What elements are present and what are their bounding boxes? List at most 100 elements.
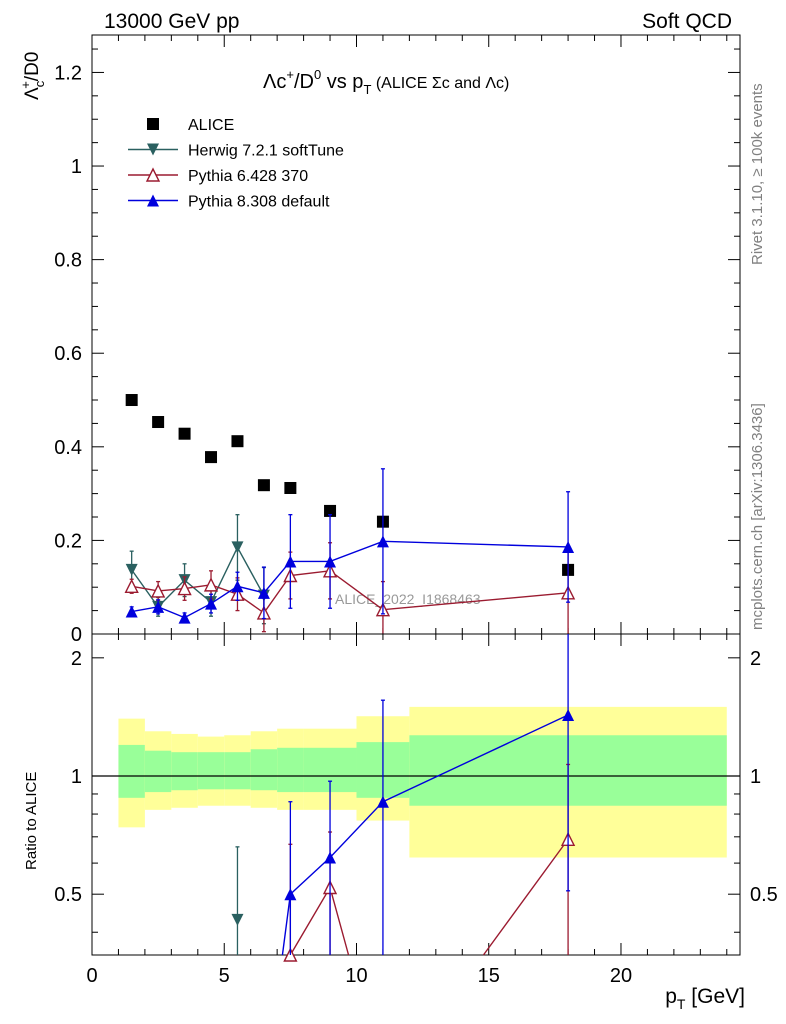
data-point — [205, 597, 218, 610]
inner-uncertainty-band — [224, 752, 251, 790]
x-tick-label: 10 — [345, 965, 367, 987]
main-x-axis — [91, 35, 728, 634]
ratio-y-tick-label-right: 1 — [750, 766, 761, 788]
data-point — [284, 481, 297, 494]
header-energy-label: 13000 GeV pp — [104, 10, 239, 33]
series-line — [131, 540, 569, 619]
ratio-data-point — [376, 795, 389, 808]
legend-entry: Herwig 7.2.1 softTune — [128, 143, 344, 160]
legend-label: Pythia 8.308 default — [188, 194, 330, 211]
xlabel-sub: T — [677, 996, 686, 1012]
ylabel-part: Λ — [22, 87, 43, 100]
data-point — [125, 394, 138, 407]
ratio-plot-frame — [91, 633, 741, 956]
plot-title-part: (ALICE Σc and Λc) — [371, 75, 509, 92]
ratio-y-tick-label: 0.5 — [54, 884, 82, 906]
plot-title-part: /D — [294, 71, 314, 93]
legend-entry: Pythia 8.308 default — [128, 194, 330, 211]
series-pythia-6-428-370 — [124, 542, 576, 634]
series-herwig-7-2-1-softtune — [125, 514, 270, 625]
inner-uncertainty-band — [171, 752, 198, 791]
plot-title-sup: 0 — [314, 67, 321, 82]
mcplots-credit-label: mcplots.cern.ch [arXiv:1306.3436] — [749, 403, 766, 630]
plot-title-part: vs p — [321, 71, 363, 93]
y-tick-label: 0.6 — [54, 343, 82, 365]
ratio-y-tick-label-right: 2 — [750, 648, 761, 670]
main-series-layer — [124, 394, 576, 634]
legend-marker — [147, 118, 159, 130]
inner-uncertainty-band — [118, 744, 145, 798]
data-point — [257, 479, 270, 492]
ratio-series-line — [289, 885, 350, 956]
data-point — [257, 586, 270, 599]
y-tick-label: 1.2 — [54, 62, 82, 84]
x-tick-label: 20 — [610, 965, 632, 987]
ratio-plot-panel: 0.5 0.5 1 1 2 2 0 5 10 15 20 Ratio to ALICE pT [G… — [23, 633, 778, 1012]
x-tick-label: 0 — [86, 965, 97, 987]
data-point — [125, 563, 138, 576]
data-point — [125, 605, 138, 618]
data-point — [231, 435, 244, 448]
data-point — [562, 540, 575, 553]
rivet-version-label: Rivet 3.1.10, ≥ 100k events — [749, 83, 766, 265]
data-point — [178, 611, 191, 624]
y-tick-label: 1 — [71, 156, 82, 178]
ratio-series-pythia-8-308-default — [281, 634, 575, 956]
series-line — [131, 570, 569, 614]
legend-entry: Pythia 6.428 370 — [128, 167, 308, 185]
legend-label: Herwig 7.2.1 softTune — [188, 143, 344, 160]
data-point — [177, 581, 192, 596]
series-pythia-8-308-default — [125, 468, 575, 624]
plot-title-sub: T — [363, 82, 371, 97]
ratio-y-tick-label-right: 0.5 — [750, 884, 778, 906]
legend-label: ALICE — [188, 117, 234, 134]
inner-uncertainty-band — [277, 747, 304, 793]
legend-entry: ALICE — [147, 117, 234, 134]
plot-title-sup: + — [286, 67, 294, 82]
data-point — [231, 580, 244, 593]
header-category-label: Soft QCD — [642, 10, 732, 33]
series-line — [131, 545, 265, 608]
data-point — [284, 555, 297, 568]
data-point — [124, 578, 139, 593]
ylabel-sub: c — [32, 80, 47, 87]
data-point — [324, 504, 337, 517]
ratio-uncertainty-bands — [92, 706, 740, 858]
data-point — [205, 451, 218, 464]
xlabel-part: p — [665, 985, 677, 1008]
plot-title-part: Λc — [263, 71, 286, 93]
legend-marker — [145, 167, 161, 182]
data-point — [324, 555, 337, 568]
data-point — [203, 577, 219, 592]
y-tick-label: 0.2 — [54, 530, 82, 552]
plot-title: Λc+/D0 vs pT (ALICE Σc and Λc) — [263, 67, 509, 97]
ratio-series-herwig-7-2-1-softtune — [231, 846, 244, 955]
ratio-x-axis: 0 5 10 15 20 — [86, 634, 728, 987]
analysis-watermark: ALICE_2022_I1868463 — [335, 591, 481, 607]
main-plot-panel: 00.20.40.60.811.2 Λc+/D0 vs pT (ALICE Σc… — [18, 34, 741, 646]
ratio-y-axis: 0.5 0.5 1 1 2 2 — [54, 648, 778, 933]
y-tick-label: 0.8 — [54, 250, 82, 272]
data-point — [376, 535, 389, 548]
ratio-data-point — [562, 709, 575, 722]
ylabel-sup: + — [18, 81, 33, 89]
legend: ALICE Herwig 7.2.1 softTune Pythia 6.428 3… — [128, 117, 344, 211]
legend-label: Pythia 6.428 370 — [188, 168, 308, 185]
ratio-series-layer — [231, 634, 576, 962]
x-axis-label: pT [GeV] — [665, 985, 745, 1012]
inner-uncertainty-band — [197, 752, 225, 790]
y-tick-label: 0 — [71, 624, 82, 646]
x-tick-label: 5 — [219, 965, 230, 987]
data-point — [178, 427, 191, 440]
ylabel-part: /D0 — [22, 52, 43, 82]
data-point — [150, 583, 166, 598]
ratio-y-tick-label: 2 — [71, 648, 82, 670]
x-tick-label: 15 — [478, 965, 500, 987]
inner-uncertainty-band — [144, 750, 172, 793]
ratio-data-point — [284, 888, 297, 901]
data-point — [152, 600, 165, 613]
series-alice — [125, 394, 575, 576]
ratio-y-tick-label: 1 — [71, 766, 82, 788]
inner-uncertainty-band — [250, 749, 278, 791]
